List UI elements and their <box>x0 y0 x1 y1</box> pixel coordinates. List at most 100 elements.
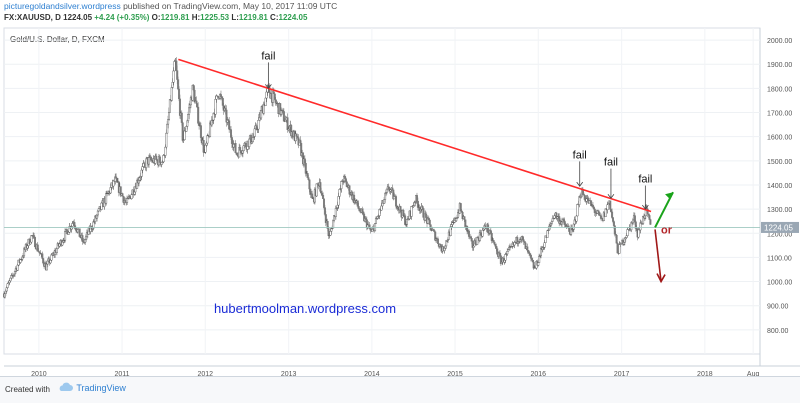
price-tick-label: 1700.00 <box>767 111 792 118</box>
candlestick-series <box>3 57 652 299</box>
candle-body <box>384 192 387 195</box>
or-label: or <box>661 224 673 236</box>
candle-body <box>334 208 337 217</box>
candle-body <box>598 212 601 216</box>
up-arrow-head <box>665 192 674 200</box>
candle-body <box>199 125 202 138</box>
candle-body <box>299 139 302 144</box>
candle-body <box>550 221 553 224</box>
candle-body <box>61 241 64 246</box>
candle-body <box>389 189 392 192</box>
fail-label: fail <box>573 149 587 161</box>
last-price-tag-box <box>761 221 799 233</box>
candle-body <box>133 191 136 195</box>
candle-body <box>195 100 198 104</box>
candle-body <box>137 180 140 184</box>
candle-body <box>543 242 546 248</box>
candle-body <box>85 235 88 240</box>
candle-body <box>288 127 291 129</box>
candle-body <box>220 96 223 99</box>
candle-body <box>618 244 621 254</box>
candle-body <box>439 243 442 248</box>
time-tick-label: 2012 <box>197 371 213 378</box>
candle-body <box>228 120 231 130</box>
fail-label: fail <box>638 174 652 186</box>
candle-body <box>64 231 67 241</box>
candle-body <box>30 235 33 243</box>
candle-body <box>221 98 224 106</box>
candle-body <box>198 123 201 126</box>
candle-body <box>329 231 332 236</box>
candle-body <box>632 219 635 224</box>
candle-body <box>530 258 533 261</box>
candle-body <box>606 204 609 211</box>
candle-body <box>202 140 205 153</box>
price-axis-ticks: 800.00 900.00 1000.00 1100.00 1200.00 1300.00… <box>767 38 792 335</box>
candle-body <box>380 205 383 211</box>
fail-arrow-head <box>642 204 649 210</box>
candle-body <box>562 219 565 222</box>
down-arrow-head <box>656 273 666 284</box>
candle-body <box>224 107 227 111</box>
candle-body <box>75 228 78 231</box>
candle-body <box>376 216 379 219</box>
candle-body <box>369 228 372 231</box>
candle-body <box>404 215 407 225</box>
candle-body <box>8 280 11 283</box>
low-value: 1219.81 <box>238 13 268 22</box>
candle-body <box>637 229 640 238</box>
candle-body <box>415 195 418 202</box>
candle-body <box>384 193 387 200</box>
candle-body <box>479 232 482 236</box>
candle-body <box>168 99 171 113</box>
last-price-tag: 1224.05 <box>761 221 799 233</box>
price-tick-label: 1000.00 <box>767 280 792 287</box>
candle-body <box>583 195 586 200</box>
candle-body <box>172 70 175 83</box>
price-tick-label: 1900.00 <box>767 62 792 69</box>
candle-body <box>205 142 208 146</box>
candle-body <box>49 260 52 264</box>
fail-arrow-head <box>265 84 272 90</box>
candle-body <box>560 221 563 225</box>
candle-body <box>600 215 603 219</box>
quote-bar: FX:XAUUSD, D 1224.05 +4.24 (+0.35%) O:12… <box>4 13 307 22</box>
candle-body <box>470 238 473 242</box>
candle-body <box>405 219 408 225</box>
candle-body <box>466 225 469 232</box>
close-value: 1224.05 <box>278 13 308 22</box>
candle-body <box>612 221 615 226</box>
candle-body <box>3 293 6 298</box>
candle-body <box>147 157 150 165</box>
candle-body <box>323 207 326 215</box>
ticker-symbol: FX:XAUUSD, D <box>4 13 61 22</box>
candle-body <box>531 259 534 263</box>
candle-body <box>364 218 367 220</box>
low-label: L: <box>231 13 239 22</box>
site-link[interactable]: picturegoldandsilver.wordpress <box>4 1 121 11</box>
candle-body <box>183 130 186 141</box>
candle-body <box>239 147 242 151</box>
candle-body <box>427 217 430 221</box>
candle-body <box>248 138 251 147</box>
candle-body <box>421 205 424 209</box>
candle-body <box>493 241 496 245</box>
candle-body <box>322 195 325 199</box>
candle-body <box>413 202 416 206</box>
time-tick-label: 2010 <box>31 371 47 378</box>
candle-body <box>610 209 613 213</box>
candle-body <box>622 242 625 245</box>
candle-body <box>138 177 141 181</box>
candle-body <box>41 253 44 259</box>
candle-body <box>504 254 507 261</box>
tradingview-link[interactable]: TradingView <box>58 382 126 393</box>
open-label: O: <box>151 13 161 22</box>
candle-body <box>358 208 361 212</box>
candle-body <box>6 283 9 288</box>
last-price-tag-text: 1224.05 <box>764 223 793 232</box>
candle-body <box>391 187 394 191</box>
candle-body <box>176 70 179 80</box>
candle-body <box>13 273 16 276</box>
candle-body <box>611 211 614 218</box>
